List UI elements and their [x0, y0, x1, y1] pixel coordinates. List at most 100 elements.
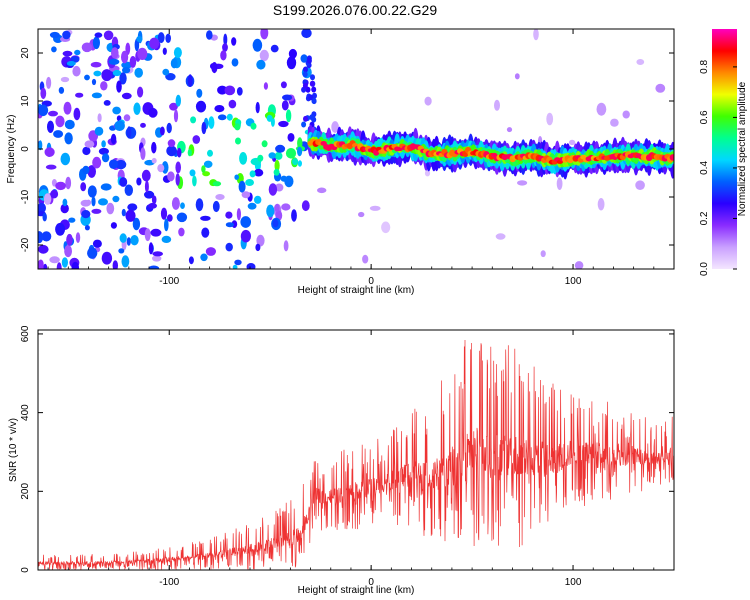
spectrogram-cell	[148, 265, 160, 269]
spectrogram-cell	[151, 195, 157, 204]
spectrogram-cell	[281, 203, 291, 211]
spectrogram-cell	[215, 194, 225, 200]
spectrogram-cell	[162, 68, 170, 76]
spectrogram-cell	[192, 175, 197, 187]
spectrogram-cell	[291, 209, 297, 222]
spectrogram-cell	[125, 209, 136, 222]
spectrogram-cell	[287, 133, 295, 142]
spectrogram-cell	[112, 260, 118, 269]
spectrogram-cell	[610, 118, 619, 127]
spectrogram-cell	[280, 175, 288, 182]
spectrogram-cell	[87, 247, 98, 259]
spectrogram-cell	[93, 70, 102, 77]
spectrogram-cell	[173, 109, 179, 123]
spectrogram-cell	[151, 141, 157, 154]
spectrogram-cell	[161, 235, 172, 243]
spectrogram-cell	[121, 61, 133, 69]
spectrogram-cell	[98, 198, 108, 206]
spectrogram-cell	[300, 54, 308, 63]
spectrogram-cell	[63, 101, 72, 115]
spectrogram-cell	[65, 176, 72, 190]
spectrogram-cell	[222, 43, 228, 52]
spectrogram-cell	[140, 122, 146, 128]
spectrogram-cell	[157, 32, 165, 44]
spectrogram-cell	[201, 121, 207, 135]
spectrogram-cell	[64, 132, 73, 145]
spectrogram-cell	[301, 29, 312, 39]
spectrogram-cell	[546, 112, 554, 126]
spectrogram-cell	[275, 183, 284, 192]
y-tick-label: 200	[20, 483, 31, 500]
spectrogram-cell	[317, 187, 327, 194]
spectrogram-cell	[64, 119, 75, 130]
spectrogram-cell	[100, 183, 112, 191]
spectrogram-cell	[167, 171, 175, 182]
spectrogram-cell	[655, 83, 666, 93]
snr-panel: -100 0 100 0 200 400 600 Height of straight l…	[8, 325, 675, 596]
spectrogram-cell	[556, 177, 563, 190]
spectrogram-cell	[175, 173, 180, 186]
spectrogram-cell	[55, 115, 65, 128]
spectrogram-cell	[236, 208, 241, 221]
spectrogram-cell	[60, 76, 70, 83]
spectrogram-cell	[224, 85, 236, 96]
spectrogram-cell	[133, 102, 141, 115]
spectrogram-cell	[249, 170, 256, 178]
spectrogram-cell	[211, 62, 218, 74]
spectrogram-cell	[305, 86, 311, 93]
spectrogram-cell	[137, 86, 144, 98]
spectrogram-cell	[43, 263, 48, 269]
spectrogram-cell	[129, 56, 137, 68]
spectrogram-cell	[212, 181, 222, 187]
spectrogram-cell	[173, 47, 182, 59]
spectrogram-cell	[292, 158, 299, 166]
spectrogram-cell	[38, 104, 49, 117]
spectrogram-cell	[80, 199, 91, 207]
spectrogram-cell	[636, 59, 645, 65]
spectrogram-cell	[48, 110, 58, 117]
spectrogram-cell	[175, 94, 181, 107]
spectrogram-cell	[84, 74, 90, 81]
spectrogram-cell	[259, 49, 269, 62]
spectrogram-cell	[175, 161, 181, 174]
spectrogram-cell	[94, 126, 104, 136]
spectrogram-cell	[62, 30, 71, 40]
spectrogram-cell	[121, 255, 130, 268]
spectrogram-cell	[38, 202, 46, 214]
spectrogram-cell	[82, 146, 91, 156]
spectrogram-cell	[236, 87, 243, 96]
spectrogram-cell	[140, 147, 146, 160]
spectrogram-cell	[362, 254, 369, 264]
spectrogram-cell	[91, 78, 97, 86]
spectrogram-cell	[123, 114, 131, 122]
spectrogram-cell	[97, 113, 102, 123]
spectrogram-cell	[132, 217, 141, 231]
spectrogram-cell	[92, 156, 102, 169]
spectrogram-cell	[217, 85, 228, 95]
spectrogram-cell	[166, 122, 172, 134]
spectrogram-cell	[101, 251, 113, 265]
spectrogram-cell	[91, 196, 96, 207]
spectrogram-cell	[311, 98, 317, 105]
spectrogram-cell	[55, 222, 66, 236]
spectrogram-cell	[92, 36, 100, 50]
spectrogram-cell	[302, 82, 308, 89]
spectrogram-cell	[109, 159, 118, 169]
spectrogram-cells	[38, 29, 674, 269]
spectrogram-cell	[283, 240, 289, 252]
spectrogram-cell	[245, 179, 255, 186]
spectrogram-cell	[596, 102, 607, 116]
y-tick-label: 600	[20, 325, 31, 342]
spectrogram-cell	[38, 259, 44, 269]
spectrogram-cell	[280, 81, 287, 89]
spectrogram-cell	[255, 243, 261, 252]
spectrogram-cell	[635, 180, 645, 190]
spectrogram-cell	[302, 71, 308, 78]
spectrogram-cell	[424, 96, 432, 106]
spectrogram-cell	[47, 120, 54, 133]
bottom-x-ticks: -100 0 100	[47, 330, 675, 588]
spectrogram-cell	[75, 232, 81, 244]
spectrogram-cell	[217, 114, 227, 121]
spectrogram-cell	[231, 37, 237, 46]
